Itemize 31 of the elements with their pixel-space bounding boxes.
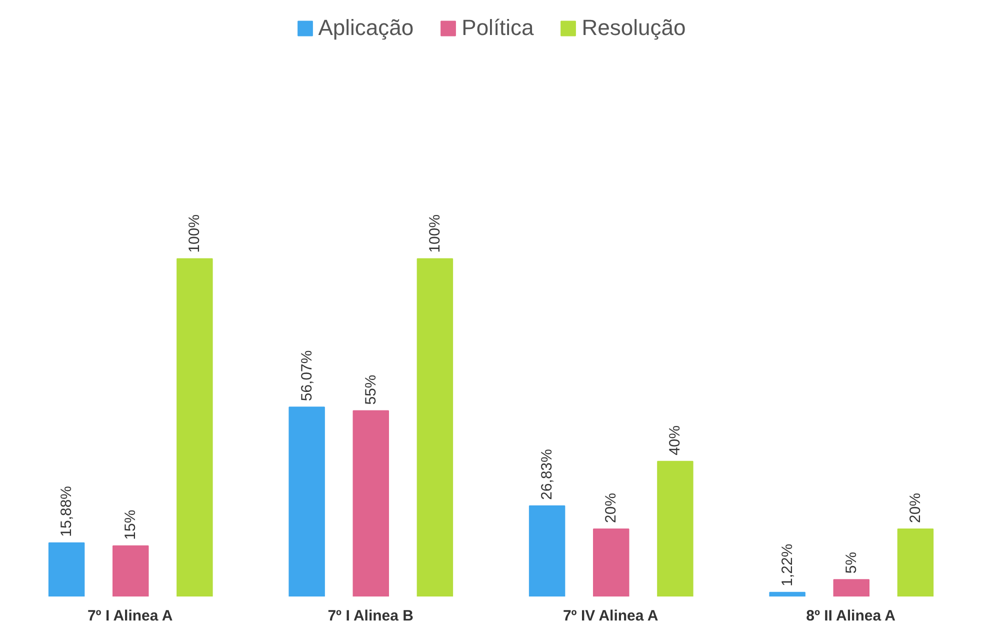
- bar: [528, 505, 566, 596]
- data-label: 15,88%: [58, 486, 76, 537]
- data-label: 15%: [122, 510, 140, 540]
- bar: [416, 258, 454, 596]
- data-label: 1,22%: [778, 544, 796, 586]
- bar: [833, 579, 870, 596]
- data-label: 55%: [362, 374, 380, 405]
- bar: [112, 545, 149, 596]
- data-label: 40%: [666, 425, 684, 456]
- bar: [176, 258, 213, 596]
- x-tick-label: 7º I Alinea B: [328, 608, 414, 624]
- bar: [657, 460, 694, 596]
- data-label: 5%: [842, 552, 860, 574]
- x-tick-label: 8º II Alinea A: [806, 608, 896, 624]
- data-label: 100%: [426, 214, 444, 253]
- bar: [897, 528, 934, 596]
- legend-label: Política: [462, 15, 534, 41]
- data-label: 56,07%: [298, 350, 316, 402]
- data-label: 26,83%: [538, 449, 556, 500]
- bar: [769, 592, 806, 596]
- legend-label: Resolução: [582, 15, 686, 41]
- data-label: 20%: [602, 492, 620, 523]
- legend-label: Aplicação: [318, 15, 414, 41]
- x-tick-label: 7º IV Alinea A: [562, 608, 658, 624]
- data-label: 100%: [186, 214, 204, 253]
- bar: [593, 528, 630, 596]
- data-label: 20%: [906, 492, 924, 523]
- bar: [288, 406, 325, 596]
- bar: [48, 542, 85, 596]
- bar: [352, 410, 389, 596]
- x-tick-label: 7º I Alinea A: [87, 608, 173, 624]
